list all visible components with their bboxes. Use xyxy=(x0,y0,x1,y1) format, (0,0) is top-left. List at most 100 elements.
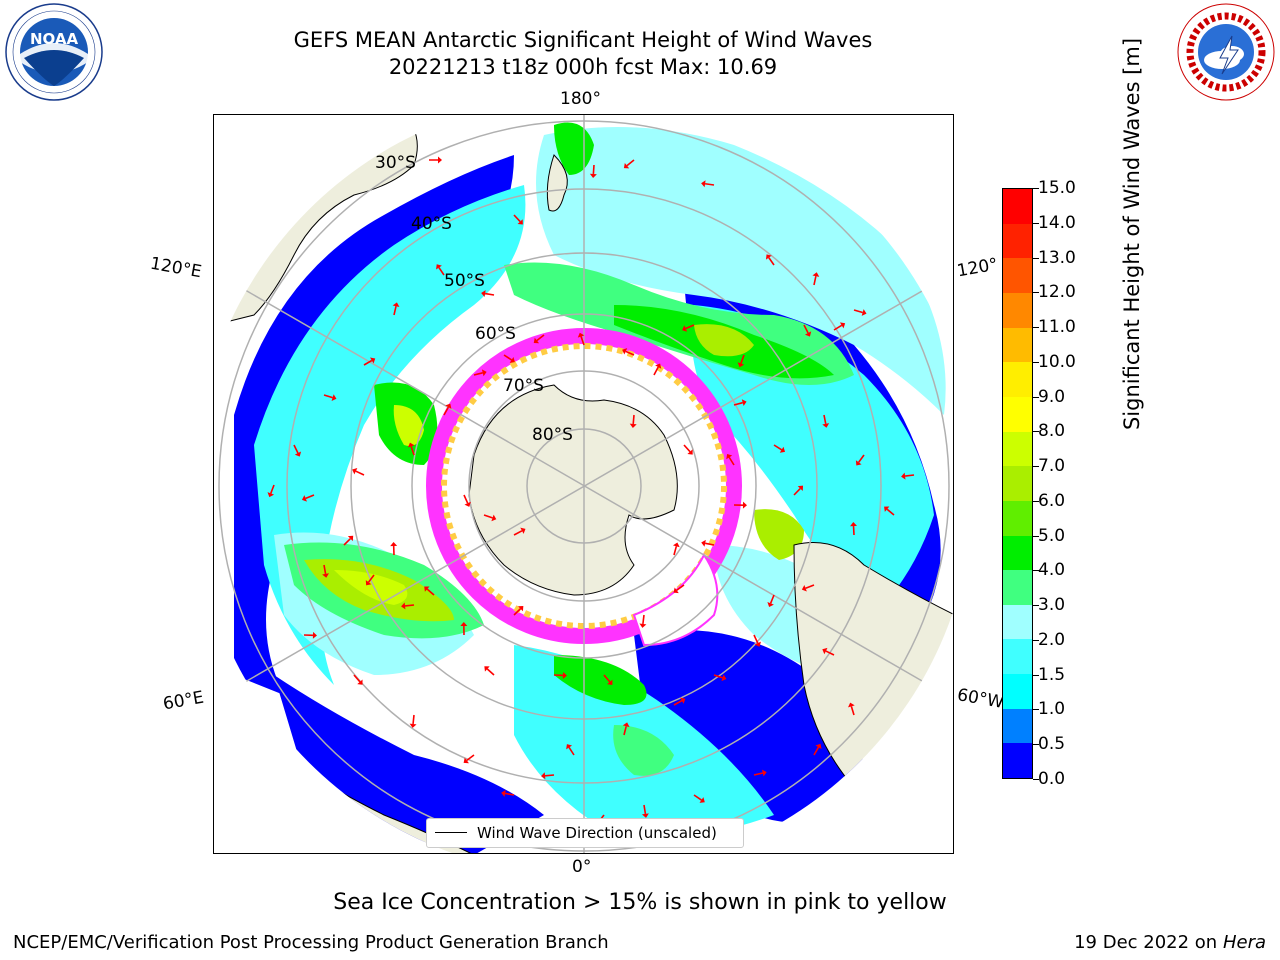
wave-direction-arrow xyxy=(823,414,827,424)
legend-label: Wind Wave Direction (unscaled) xyxy=(477,824,717,842)
wave-direction-arrowhead xyxy=(463,757,469,764)
wave-direction-arrow xyxy=(503,354,512,361)
colorbar-tick-mark xyxy=(1033,466,1039,468)
colorbar-tick-mark xyxy=(1033,396,1039,398)
polar-map xyxy=(214,115,953,853)
chart-subtitle: 20221213 t18z 000h fcst Max: 10.69 xyxy=(388,55,778,79)
colorbar-segment xyxy=(1003,604,1032,640)
wave-direction-arrowhead xyxy=(726,453,733,460)
wave-direction-arrowhead xyxy=(509,356,515,363)
wave-direction-arrow xyxy=(484,292,495,296)
wave-direction-arrowhead xyxy=(701,539,706,547)
map-panel xyxy=(213,114,954,854)
colorbar-tick-label: 8.0 xyxy=(1038,421,1066,442)
colorbar-segment xyxy=(1003,223,1032,259)
wave-direction-arrow xyxy=(473,372,483,376)
colorbar-segment xyxy=(1003,570,1032,605)
lat-label-40s: 40°S xyxy=(411,214,452,234)
colorbar-tick-mark xyxy=(1033,292,1039,294)
wave-direction-arrow xyxy=(513,214,521,223)
wave-direction-arrow xyxy=(486,668,495,676)
wave-direction-arrow xyxy=(363,359,373,366)
wave-direction-arrowhead xyxy=(641,813,649,818)
wave-direction-arrowhead xyxy=(855,460,862,466)
wave-direction-arrow xyxy=(412,714,415,725)
colorbar-segment xyxy=(1003,466,1032,501)
wave-direction-arrow xyxy=(673,699,683,706)
wave-direction-arrow xyxy=(683,444,691,453)
wave-direction-arrow xyxy=(704,182,715,186)
colorbar-segment xyxy=(1003,500,1032,536)
colorbar-tick-mark xyxy=(1033,709,1039,711)
colorbar-tick-label: 14.0 xyxy=(1038,212,1076,233)
wave-direction-arrow xyxy=(653,366,659,376)
wave-direction-arrow xyxy=(568,747,575,756)
wave-direction-arrow xyxy=(728,456,735,466)
colorbar-tick-mark xyxy=(1033,500,1039,502)
wave-direction-arrowhead xyxy=(322,573,330,578)
wave-direction-arrow xyxy=(404,604,415,607)
wave-direction-arrowhead xyxy=(438,156,442,164)
wave-direction-arrowhead xyxy=(815,743,822,749)
colorbar-tick-label: 2.0 xyxy=(1038,629,1066,650)
wave-direction-arrow xyxy=(623,726,627,736)
wave-direction-arrow xyxy=(886,508,895,516)
wave-direction-arrowhead xyxy=(392,302,400,308)
colorbar-tick-label: 5.0 xyxy=(1038,525,1066,546)
wave-direction-arrow xyxy=(305,494,315,500)
footer-date: 19 Dec 2022 on Hera xyxy=(1074,932,1266,953)
wave-direction-arrow xyxy=(463,494,469,504)
wave-direction-arrow xyxy=(805,584,815,589)
lon-label-60w: 60°W xyxy=(955,685,1006,713)
colorbar-tick-label: 13.0 xyxy=(1038,247,1076,268)
wave-direction-arrow xyxy=(642,614,645,625)
colorbar-tick-label: 6.0 xyxy=(1038,490,1066,511)
colorbar-segment xyxy=(1003,708,1032,744)
colorbar-tick-mark xyxy=(1033,570,1039,572)
colorbar-tick-mark xyxy=(1033,222,1039,224)
colorbar-segment xyxy=(1003,189,1032,224)
wave-direction-arrow xyxy=(904,474,915,477)
wave-direction-arrowhead xyxy=(518,605,524,612)
wave-direction-arrowhead xyxy=(742,501,747,509)
wave-direction-arrow xyxy=(513,530,523,536)
wave-direction-arrowhead xyxy=(357,679,363,685)
wave-direction-arrowhead xyxy=(301,495,307,502)
wave-direction-arrowhead xyxy=(445,403,452,409)
wave-direction-arrowhead xyxy=(365,580,372,586)
wave-direction-arrowhead xyxy=(436,264,442,270)
map-legend: Wind Wave Direction (unscaled) xyxy=(426,818,744,848)
wave-direction-arrowhead xyxy=(672,542,680,548)
wave-direction-arrow xyxy=(513,608,522,616)
wave-direction-arrowhead xyxy=(623,162,630,169)
wave-direction-arrowhead xyxy=(541,772,546,780)
colorbar-tick-label: 1.0 xyxy=(1038,699,1066,720)
wave-direction-arrowhead xyxy=(699,797,705,803)
noaa-logo-icon: NOAA xyxy=(5,3,103,101)
wave-direction-arrowhead xyxy=(682,325,688,332)
wave-direction-arrowhead xyxy=(464,501,471,507)
colorbar-tick-mark xyxy=(1033,535,1039,537)
wave-direction-arrowhead xyxy=(822,647,828,655)
colorbar-tick-mark xyxy=(1033,744,1039,746)
wave-direction-arrowhead xyxy=(533,337,540,344)
wave-direction-arrowhead xyxy=(737,362,745,368)
wave-direction-arrowhead xyxy=(861,309,867,316)
wave-direction-arrow xyxy=(270,484,275,494)
wave-direction-arrowhead xyxy=(754,641,761,647)
wave-direction-arrowhead xyxy=(481,290,486,298)
wave-direction-arrowhead xyxy=(484,666,490,672)
wave-direction-arrow xyxy=(353,674,361,683)
colorbar-segment xyxy=(1003,674,1032,709)
lat-label-60s: 60°S xyxy=(475,324,516,344)
wave-direction-arrowhead xyxy=(622,348,628,355)
colorbar-tick-label: 1.5 xyxy=(1038,664,1066,685)
footer-branch: NCEP/EMC/Verification Post Processing Pr… xyxy=(13,932,609,953)
graticule xyxy=(214,115,953,853)
wave-direction-arrow xyxy=(813,746,820,756)
wave-direction-arrow xyxy=(833,324,843,331)
wave-direction-arrow xyxy=(733,401,743,406)
lon-label-120e: 120°E xyxy=(148,253,204,283)
wave-direction-arrowhead xyxy=(267,492,275,498)
lat-label-50s: 50°S xyxy=(444,271,485,291)
